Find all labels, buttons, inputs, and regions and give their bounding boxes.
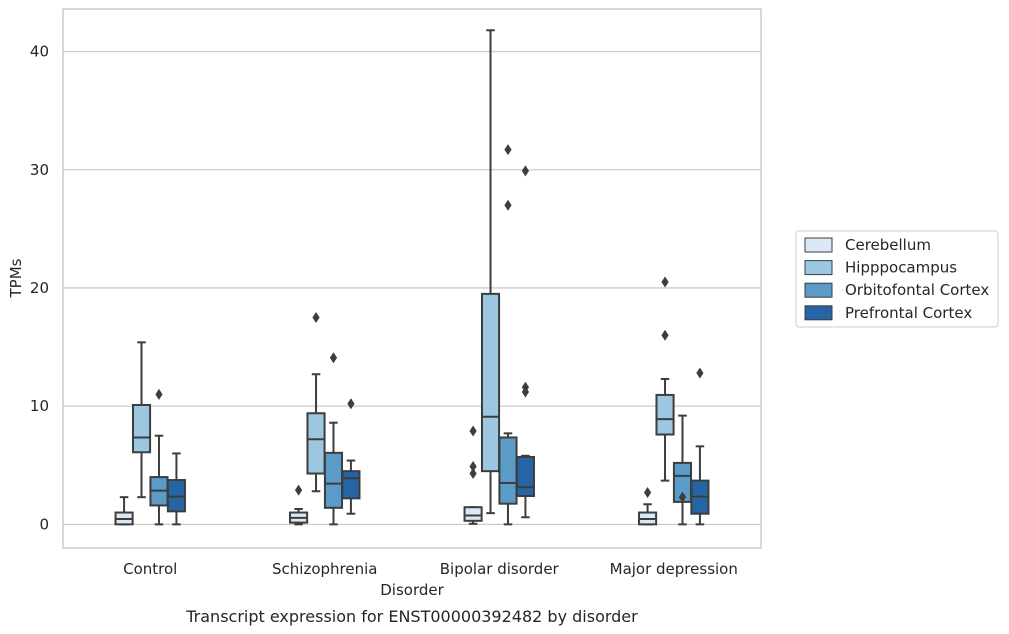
box-1-1 bbox=[306, 312, 326, 493]
x-tick-label-0: Control bbox=[123, 560, 177, 578]
box-2-1 bbox=[480, 29, 501, 515]
plot-area-frame bbox=[62, 8, 762, 549]
box-0-3 bbox=[166, 452, 186, 526]
box-0-1 bbox=[131, 341, 152, 499]
box-3-1 bbox=[655, 276, 675, 482]
legend-label-1: Hipppocampus bbox=[845, 259, 957, 277]
y-tick-label-30: 30 bbox=[30, 161, 49, 179]
legend-label-0: Cerebellum bbox=[845, 236, 931, 254]
outlier-point-0 bbox=[312, 312, 320, 324]
box-body bbox=[498, 436, 518, 505]
x-axis-title: Disorder bbox=[380, 581, 444, 599]
box-body bbox=[655, 393, 675, 436]
legend-label-2: Orbitofontal Cortex bbox=[845, 281, 989, 299]
box-2-2 bbox=[498, 144, 518, 526]
y-tick-label-10: 10 bbox=[30, 397, 49, 415]
box-body bbox=[515, 455, 535, 497]
box-1-0 bbox=[289, 484, 309, 526]
box-body bbox=[341, 470, 361, 500]
outlier-point-0 bbox=[294, 484, 303, 496]
legend-swatch-0 bbox=[804, 237, 833, 253]
outlier-point-0 bbox=[696, 367, 704, 379]
y-tick-label-40: 40 bbox=[30, 43, 49, 61]
x-tick-label-1: Schizophrenia bbox=[272, 560, 377, 578]
box-body bbox=[463, 506, 483, 522]
box-2-0 bbox=[463, 425, 483, 525]
outlier-point-0 bbox=[504, 199, 512, 211]
y-tick-label-0: 0 bbox=[39, 515, 49, 533]
outlier-point-0 bbox=[347, 398, 355, 410]
legend-frame bbox=[795, 230, 999, 328]
box-3-0 bbox=[638, 486, 658, 526]
x-tick-label-3: Major depression bbox=[610, 560, 738, 578]
box-1-3 bbox=[341, 398, 361, 515]
box-0-2 bbox=[149, 388, 169, 526]
box-0-0 bbox=[114, 496, 134, 526]
outlier-point-1 bbox=[661, 276, 669, 288]
legend-swatch-1 bbox=[804, 260, 833, 276]
box-3-2 bbox=[672, 414, 693, 526]
x-tick-label-2: Bipolar disorder bbox=[440, 560, 560, 578]
x-tick-labels: Control Schizophrenia Bipolar disorder Majo… bbox=[123, 560, 738, 578]
gridlines bbox=[63, 50, 761, 526]
outlier-point-0 bbox=[661, 329, 669, 341]
outlier-point-2 bbox=[469, 425, 477, 437]
y-axis-title: TPMs bbox=[7, 258, 25, 298]
legend: Cerebellum Hipppocampus Orbitofontal Corte… bbox=[795, 230, 999, 328]
box-3-3 bbox=[690, 367, 710, 526]
outlier-point-1 bbox=[521, 381, 530, 393]
outlier-point-0 bbox=[643, 486, 652, 498]
outlier-point-0 bbox=[329, 352, 338, 364]
box-body bbox=[323, 451, 344, 509]
outlier-point-0 bbox=[678, 491, 687, 503]
legend-label-3: Prefrontal Cortex bbox=[845, 304, 972, 322]
legend-swatch-3 bbox=[804, 305, 833, 321]
outlier-point-0 bbox=[469, 468, 477, 480]
y-tick-label-20: 20 bbox=[30, 279, 49, 297]
box-body bbox=[306, 412, 326, 475]
outlier-point-1 bbox=[504, 144, 512, 156]
legend-swatch-2 bbox=[804, 282, 833, 298]
chart-caption: Transcript expression for ENST0000039248… bbox=[185, 607, 638, 626]
box-2-3 bbox=[515, 165, 535, 519]
outlier-point-1 bbox=[469, 460, 477, 472]
boxes bbox=[114, 29, 710, 526]
box-body bbox=[480, 292, 501, 473]
box-body bbox=[131, 403, 152, 454]
outlier-point-0 bbox=[155, 388, 163, 400]
y-tick-labels: 0 10 20 30 40 bbox=[30, 43, 49, 534]
outlier-point-2 bbox=[521, 165, 530, 177]
box-1-2 bbox=[323, 352, 344, 526]
